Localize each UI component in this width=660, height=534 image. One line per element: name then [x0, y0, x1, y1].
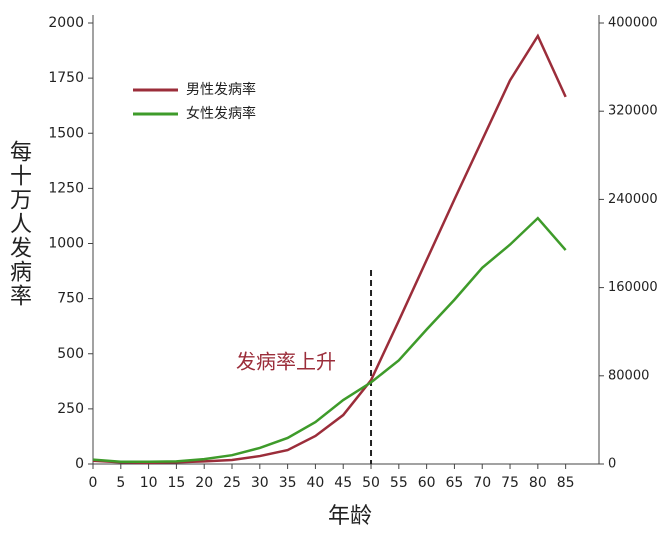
- x-tick-label: 70: [473, 475, 491, 491]
- legend-label: 女性发病率: [186, 105, 256, 122]
- x-tick-label: 30: [251, 475, 269, 491]
- y-tick-label: 750: [57, 291, 84, 307]
- y-tick-label: 1250: [48, 180, 84, 196]
- series-line: [92, 216, 567, 464]
- y2-tick-label: 80000: [608, 368, 649, 383]
- y2-tick-label: 0: [608, 457, 616, 472]
- y-tick-label: 250: [57, 401, 84, 417]
- x-tick-label: 80: [529, 475, 547, 491]
- y2-tick-label: 240000: [608, 192, 658, 207]
- y-tick-label: 1500: [48, 125, 84, 141]
- x-axis-label: 年龄: [328, 504, 372, 529]
- series-line: [92, 33, 567, 465]
- annotation: 发病率上升: [236, 350, 336, 374]
- y2-tick-label: 160000: [608, 280, 658, 295]
- y-tick-label: 2000: [48, 15, 84, 31]
- x-tick-label: 85: [557, 475, 575, 491]
- legend-label: 男性发病率: [186, 81, 256, 98]
- x-tick-label: 10: [140, 475, 158, 491]
- y-axis-label: 每十万人发病率: [6, 140, 32, 308]
- x-tick-label: 25: [223, 475, 241, 491]
- x-tick-label: 35: [279, 475, 297, 491]
- x-tick-label: 50: [362, 475, 380, 491]
- x-tick-label: 0: [89, 475, 98, 491]
- y-tick-label: 1750: [48, 70, 84, 86]
- y2-tick-label: 400000: [608, 16, 658, 31]
- y2-tick-label: 320000: [608, 104, 658, 119]
- x-tick-label: 20: [195, 475, 213, 491]
- x-tick-label: 60: [418, 475, 436, 491]
- y-tick-label: 0: [75, 456, 84, 472]
- x-tick-label: 40: [307, 475, 325, 491]
- x-tick-label: 5: [116, 475, 125, 491]
- y-tick-label: 500: [57, 346, 84, 362]
- x-tick-label: 55: [390, 475, 408, 491]
- y-tick-label: 1000: [48, 236, 84, 252]
- x-tick-label: 45: [334, 475, 352, 491]
- x-tick-label: 15: [167, 475, 185, 491]
- x-tick-label: 75: [501, 475, 519, 491]
- x-tick-label: 65: [446, 475, 464, 491]
